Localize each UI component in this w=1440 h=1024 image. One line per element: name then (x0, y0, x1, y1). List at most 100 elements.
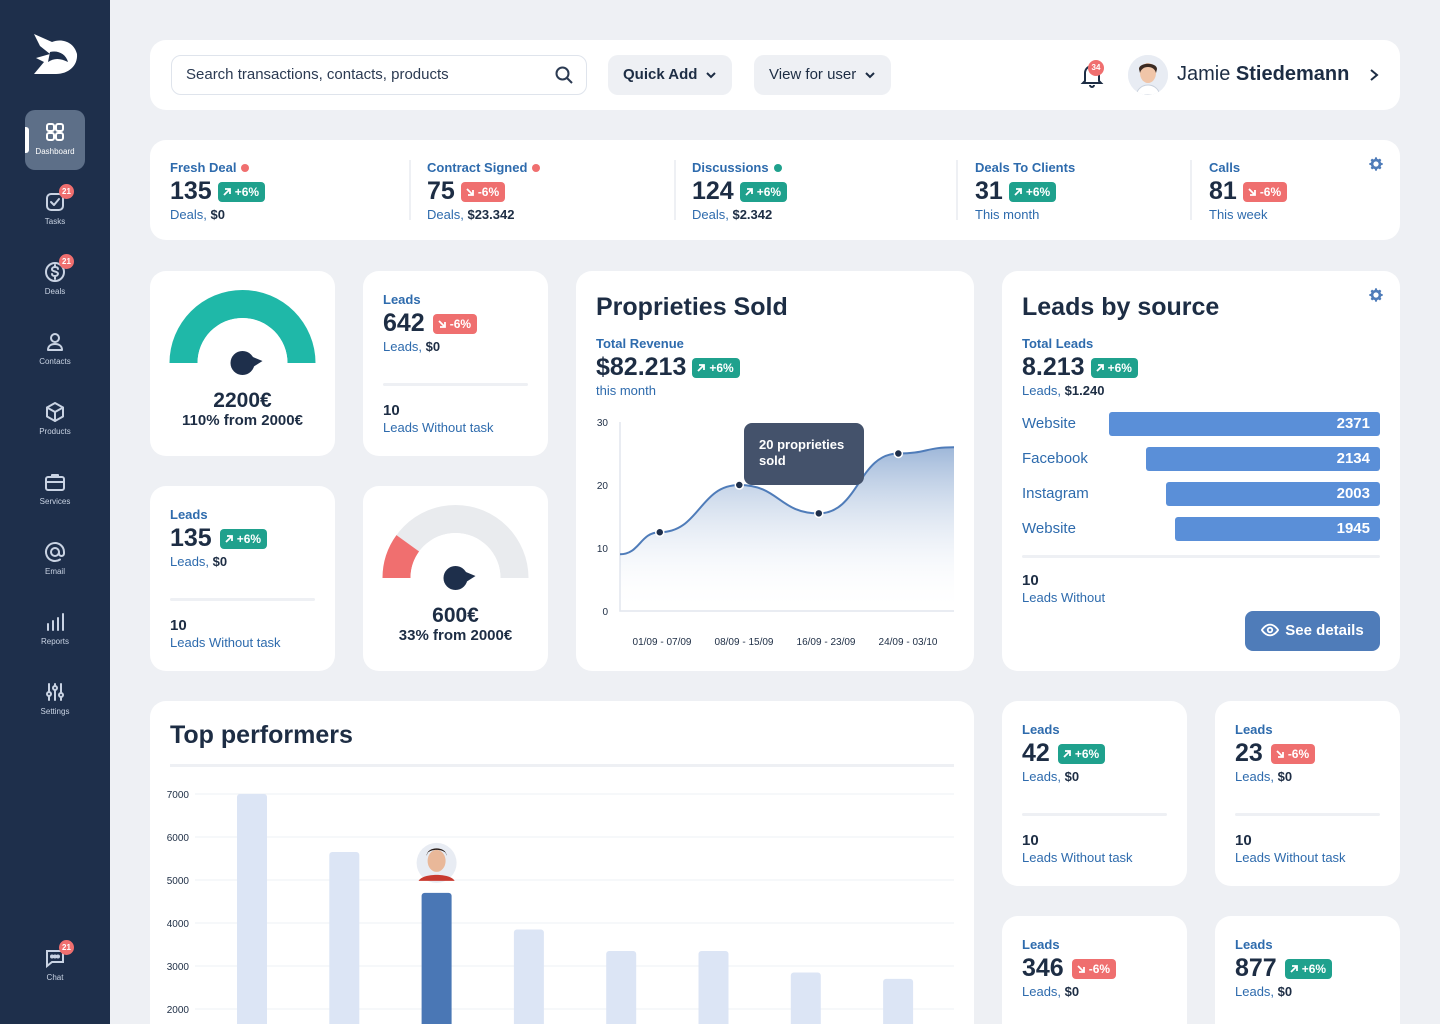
quick-add-label: Quick Add (623, 66, 698, 83)
chevron-right-icon[interactable] (1368, 68, 1380, 82)
bar (790, 972, 821, 1024)
stat-fresh-deal[interactable]: Fresh Deal 135 +6% Deals, $0 (170, 160, 266, 222)
sliders-icon (46, 683, 64, 701)
stat-label: Fresh Deal (170, 160, 237, 175)
stat-deals-to-clients[interactable]: Deals To Clients 31 +6% This month (975, 160, 1075, 222)
gauge-fill (169, 290, 316, 363)
source-row[interactable]: Website 2371 (1022, 412, 1380, 436)
sidebar-item-label: Tasks (44, 217, 66, 226)
y-tick-label: 7000 (167, 790, 190, 801)
revenue-label: Total Revenue (596, 336, 684, 351)
sidebar-item-contacts[interactable]: Contacts (25, 320, 85, 380)
change-value: +6% (1107, 360, 1132, 375)
sidebar-item-reports[interactable]: Reports (25, 600, 85, 660)
eye-icon (1261, 623, 1280, 636)
source-row[interactable]: Website 1945 (1022, 517, 1380, 541)
view-for-user-dropdown[interactable]: View for user (754, 55, 892, 95)
sidebar-item-label: Products (39, 427, 71, 436)
view-for-user-label: View for user (769, 66, 857, 83)
user-name[interactable]: Jamie Stiedemann (1177, 63, 1349, 86)
sidebar-item-email[interactable]: Email (25, 530, 85, 590)
leads-sub-prefix: Leads, (1022, 383, 1065, 398)
avatar[interactable] (1128, 55, 1168, 95)
nav-badge: 21 (59, 254, 74, 269)
gear-icon[interactable] (1367, 155, 1385, 173)
status-dot (241, 163, 250, 172)
change-value: +6% (709, 360, 734, 375)
stat-discussions[interactable]: Discussions 124 +6% Deals, $2.342 (692, 160, 788, 222)
change-badge: -6% (460, 181, 506, 202)
sidebar-item-dashboard[interactable]: Dashboard (25, 110, 85, 170)
leads-card-135[interactable]: Leads 135 +6% Leads, $0 10 Leads Without… (150, 486, 335, 671)
chart-tooltip: 20 proprieties sold (744, 423, 864, 485)
change-value: -6% (477, 184, 500, 199)
sidebar-item-services[interactable]: Services (25, 460, 85, 520)
sidebar-item-label: Settings (40, 707, 70, 716)
mini-leads-card[interactable]: Leads 346 -6% Leads, $0 (1002, 916, 1187, 1024)
change-value: +6% (1301, 961, 1327, 976)
stat-sub-prefix: Deals, (427, 207, 468, 222)
change-value: -6% (1088, 961, 1111, 976)
sidebar-item-deals[interactable]: Deals 21 (25, 250, 85, 310)
leads-label: Leads (1235, 722, 1273, 737)
arrow-up-right-icon (1014, 187, 1022, 196)
arrow-up-right-icon (1095, 363, 1104, 372)
leads-sub-value: $0 (1277, 769, 1293, 784)
source-bar: 1945 (1175, 517, 1380, 541)
source-row[interactable]: Facebook 2134 (1022, 447, 1380, 471)
bar (606, 950, 637, 1024)
x-tick-label: 16/09 - 23/09 (797, 637, 856, 648)
chevron-down-icon (706, 72, 717, 79)
y-tick-label: 2000 (167, 1005, 190, 1016)
mini-leads-card[interactable]: Leads 42 +6% Leads, $0 10 Leads Without task (1002, 701, 1187, 886)
y-tick-label: 6000 (167, 833, 190, 844)
see-details-button[interactable]: See details (1245, 611, 1380, 651)
sidebar: Dashboard Tasks 21 Deals 21 Contacts Products S… (0, 0, 110, 1024)
leads-without-label: Leads Without (1022, 590, 1106, 605)
stat-contract-signed[interactable]: Contract Signed 75 -6% Deals, $23.342 (427, 160, 541, 222)
source-name: Facebook (1022, 450, 1088, 467)
leads-label: Leads (1022, 722, 1060, 737)
search-box[interactable] (171, 55, 587, 95)
gauge-inner (410, 533, 501, 578)
mini-leads-card[interactable]: Leads 877 +6% Leads, $0 (1215, 916, 1400, 1024)
user-last-name: Stiedemann (1235, 63, 1350, 85)
see-details-label: See details (1285, 622, 1364, 639)
change-badge: +6% (1090, 357, 1138, 378)
stat-value: 124 (692, 177, 734, 205)
change-value: -6% (1287, 746, 1310, 761)
at-icon (45, 542, 65, 562)
leads-card-642[interactable]: Leads 642 -6% Leads, $0 10 Leads Without… (363, 271, 548, 456)
bar (883, 978, 914, 1024)
sidebar-item-chat[interactable]: Chat 21 (25, 936, 85, 996)
stat-sub-value: $23.342 (467, 207, 515, 222)
leads-value: 642 (383, 309, 425, 337)
sidebar-item-products[interactable]: Products (25, 390, 85, 450)
change-badge: +6% (217, 181, 266, 202)
data-point (893, 448, 904, 459)
mini-leads-card[interactable]: Leads 23 -6% Leads, $0 10 Leads Without task (1215, 701, 1400, 886)
gauge-needle-tip (250, 356, 263, 368)
leads-count: 10 (383, 402, 400, 419)
dollar-icon (45, 262, 65, 282)
card-title: Leads by source (1022, 293, 1220, 321)
quick-add-button[interactable]: Quick Add (608, 55, 733, 95)
bar (329, 852, 360, 1024)
leads-without-label: Leads Without task (170, 635, 281, 650)
search-icon[interactable] (554, 65, 574, 85)
stat-sub-prefix: This week (1209, 207, 1268, 222)
sidebar-item-tasks[interactable]: Tasks 21 (25, 180, 85, 240)
y-tick-label: 10 (597, 544, 609, 555)
source-row[interactable]: Instagram 2003 (1022, 482, 1380, 506)
search-input[interactable] (186, 66, 546, 83)
chevron-down-icon (865, 72, 875, 79)
gear-icon[interactable] (1367, 286, 1385, 304)
logo-icon[interactable] (30, 28, 80, 78)
change-value: +6% (236, 531, 262, 546)
leads-label: Leads (1022, 937, 1060, 952)
sidebar-item-settings[interactable]: Settings (25, 670, 85, 730)
card-title: Proprieties Sold (596, 293, 788, 321)
stat-calls[interactable]: Calls 81 -6% This week (1209, 160, 1288, 222)
revenue-value: $82.213 (596, 353, 687, 381)
stat-sub-prefix: Deals, (692, 207, 733, 222)
